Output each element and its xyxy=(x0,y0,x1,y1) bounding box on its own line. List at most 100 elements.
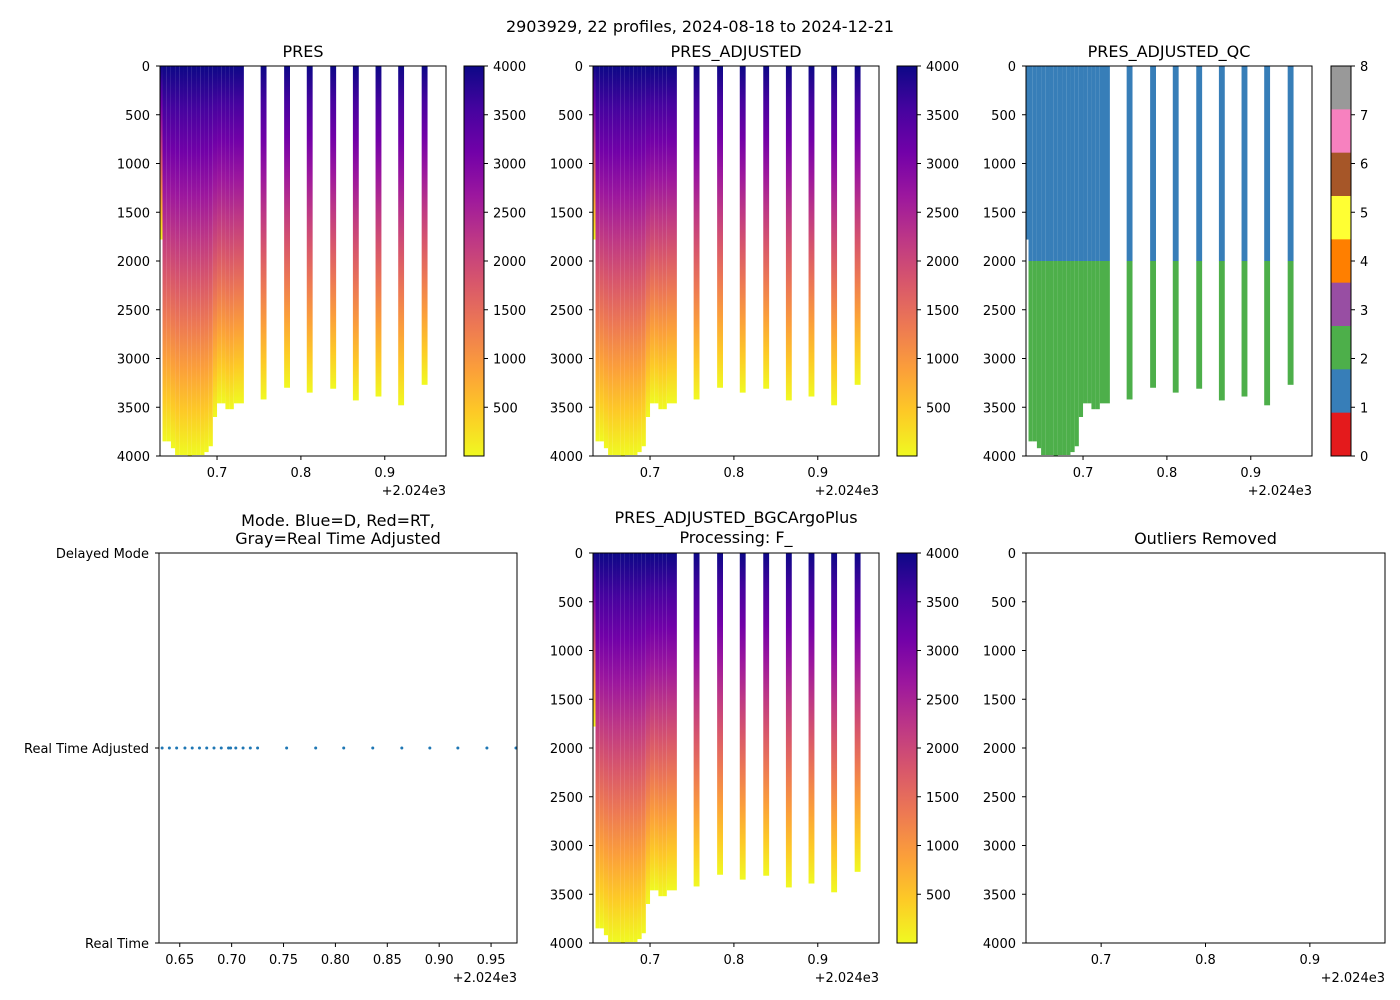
mode-point xyxy=(248,746,252,750)
mode-point xyxy=(256,746,260,750)
colorbar-tick-label: 2500 xyxy=(926,693,959,708)
profile-bar xyxy=(238,66,244,404)
profile-bar-qc1 xyxy=(1104,66,1110,261)
y-tick-label: 2000 xyxy=(550,742,583,757)
profile-bar xyxy=(183,66,188,456)
profile-bar-qc1 xyxy=(1026,66,1029,240)
panel-pres_adj_qc: 0 500 1000 1500 2000 2500 3000 3500 4000 0.7 0.8 0.… xyxy=(983,42,1368,499)
profile-bar xyxy=(854,66,861,385)
profile-bar xyxy=(200,66,205,456)
x-tick-label: 0.65 xyxy=(165,953,194,968)
y-tick-label: 2500 xyxy=(550,304,583,319)
panel-title: Processing: F_ xyxy=(679,528,793,548)
profile-bar xyxy=(629,66,634,456)
profile-bar xyxy=(785,553,792,888)
y-tick-label: 3000 xyxy=(983,840,1016,855)
profile-bar-qc1 xyxy=(1074,66,1079,261)
y-tick-label: 0 xyxy=(575,60,583,75)
profile-bar-qc1 xyxy=(1241,66,1248,261)
profile-bar xyxy=(599,553,604,929)
profile-bar-qc1 xyxy=(1264,66,1271,261)
profile-bar xyxy=(212,66,218,417)
profile-bar xyxy=(658,553,663,897)
profile-bar xyxy=(633,66,638,456)
colorbar-tick-label: 8 xyxy=(1360,60,1368,75)
profile-bar-qc1 xyxy=(1078,66,1084,261)
profile-bar xyxy=(650,66,655,404)
profile-bar xyxy=(593,66,596,240)
profile-bar-qc2 xyxy=(1083,261,1088,404)
profile-bar-qc2 xyxy=(1196,261,1203,389)
x-tick-label: 0.70 xyxy=(217,953,246,968)
x-offset-label: +2.024e3 xyxy=(815,971,879,986)
x-tick-label: 0.7 xyxy=(640,953,661,968)
y-tick-label: 3000 xyxy=(117,353,150,368)
panel-title: Gray=Real Time Adjusted xyxy=(235,529,441,548)
profile-bar-qc2 xyxy=(1287,261,1294,385)
profile-bar-qc2 xyxy=(1066,261,1071,456)
colorbar-segment xyxy=(1331,66,1351,110)
mode-point xyxy=(205,746,209,750)
y-tick-label: 0 xyxy=(575,547,583,562)
colorbar-gradient xyxy=(897,66,917,456)
x-tick-label: 0.7 xyxy=(640,466,661,481)
x-tick-label: 0.90 xyxy=(425,953,454,968)
profile-bar-qc1 xyxy=(1091,66,1096,261)
profile-bar-qc1 xyxy=(1095,66,1100,261)
x-tick-label: 0.95 xyxy=(477,953,506,968)
y-tick-label: 1500 xyxy=(983,206,1016,221)
profile-bar xyxy=(654,66,659,404)
profile-bar-qc1 xyxy=(1087,66,1092,261)
profile-bar xyxy=(831,553,838,893)
y-tick-label: 1500 xyxy=(550,693,583,708)
y-tick-label: 2500 xyxy=(983,304,1016,319)
y-tick-label: 3500 xyxy=(983,888,1016,903)
colorbar-tick-label: 500 xyxy=(493,401,518,416)
y-tick-label: 4000 xyxy=(117,450,150,465)
profile-bar xyxy=(595,553,600,929)
y-tick-label: 2000 xyxy=(550,255,583,270)
profile-bar-qc1 xyxy=(1070,66,1075,261)
profile-bar-qc2 xyxy=(1095,261,1100,410)
profile-bar xyxy=(612,553,617,943)
profile-bar xyxy=(217,66,222,404)
profile-bar-qc1 xyxy=(1150,66,1156,261)
colorbar-tick-label: 3500 xyxy=(926,109,959,124)
y-tick-label: Real Time Adjusted xyxy=(24,742,149,757)
x-tick-label: 0.8 xyxy=(724,466,745,481)
colorbar-segment xyxy=(1331,282,1351,327)
profile-bar xyxy=(208,66,213,447)
mode-point xyxy=(212,746,216,750)
y-tick-label: 2000 xyxy=(983,742,1016,757)
colorbar-segment xyxy=(1331,326,1351,370)
y-tick-label: 4000 xyxy=(550,937,583,952)
y-tick-label: 4000 xyxy=(550,450,583,465)
profile-bar xyxy=(693,553,700,887)
colorbar-tick-label: 3 xyxy=(1360,304,1368,319)
colorbar-tick-label: 3000 xyxy=(926,158,959,173)
y-tick-label: 500 xyxy=(125,109,150,124)
figure-title: 2903929, 22 profiles, 2024-08-18 to 2024… xyxy=(506,17,894,36)
y-tick-label: 500 xyxy=(991,109,1016,124)
profile-bar-qc2 xyxy=(1036,261,1042,449)
colorbar-tick-label: 500 xyxy=(926,401,951,416)
profile-bar-qc2 xyxy=(1241,261,1248,397)
profile-bar xyxy=(662,553,667,897)
x-tick-label: 0.9 xyxy=(374,466,395,481)
y-tick-label: 4000 xyxy=(983,937,1016,952)
profile-bar xyxy=(196,66,201,456)
x-tick-label: 0.75 xyxy=(269,953,298,968)
y-tick-label: 0 xyxy=(142,60,150,75)
panel-pres: 0 500 1000 1500 2000 2500 3000 3500 4000 0.7 0.8 0.… xyxy=(117,42,526,499)
colorbar-tick-label: 6 xyxy=(1360,158,1368,173)
panel-outliers: 0 500 1000 1500 2000 2500 3000 3500 4000 0.7 0.8 0.… xyxy=(983,529,1386,986)
profile-bar xyxy=(831,66,838,406)
profile-bar xyxy=(229,66,234,410)
y-tick-label: 3500 xyxy=(983,401,1016,416)
profile-bar-qc2 xyxy=(1070,261,1075,453)
profile-bar-qc2 xyxy=(1099,261,1104,404)
panel-mode: Delayed Mode Real Time Adjusted Real Time 0… xyxy=(24,511,518,986)
profile-bar-qc1 xyxy=(1218,66,1225,261)
profile-bar xyxy=(671,66,677,404)
mode-point xyxy=(285,746,289,750)
